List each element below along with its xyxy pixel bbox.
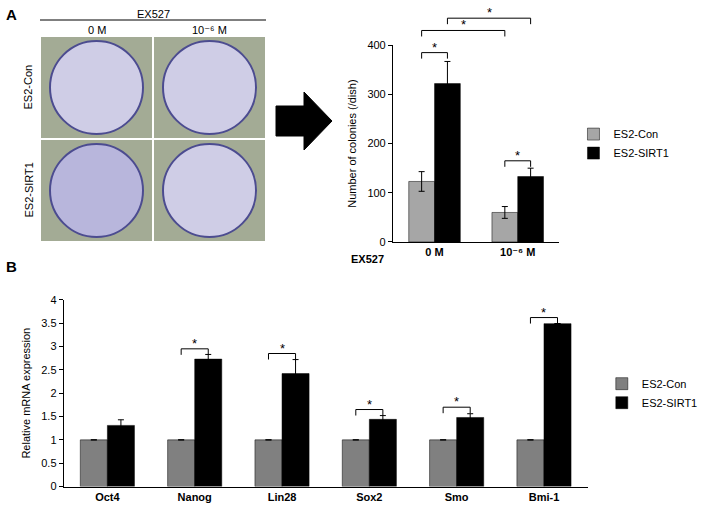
svg-text:EX527: EX527 xyxy=(137,8,170,20)
svg-text:3: 3 xyxy=(50,340,56,352)
svg-text:0 M: 0 M xyxy=(88,24,106,36)
svg-text:Bmi-1: Bmi-1 xyxy=(529,491,560,503)
svg-text:Smo: Smo xyxy=(445,491,469,503)
svg-text:Oct4: Oct4 xyxy=(95,491,120,503)
svg-text:*: * xyxy=(541,305,546,320)
svg-text:1: 1 xyxy=(50,434,56,446)
svg-text:0 M: 0 M xyxy=(425,246,443,258)
svg-text:*: * xyxy=(432,40,437,55)
svg-text:1.5: 1.5 xyxy=(41,410,56,422)
svg-text:2: 2 xyxy=(50,387,56,399)
svg-text:*: * xyxy=(454,394,459,409)
svg-text:10⁻⁶ M: 10⁻⁶ M xyxy=(500,246,535,258)
svg-text:ES2-SIRT1: ES2-SIRT1 xyxy=(642,397,697,409)
svg-text:Nanog: Nanog xyxy=(178,491,212,503)
svg-text:4: 4 xyxy=(50,294,56,306)
svg-text:0.5: 0.5 xyxy=(41,457,56,469)
svg-text:ES2-SIRT1: ES2-SIRT1 xyxy=(613,147,668,159)
svg-text:*: * xyxy=(280,341,285,356)
svg-text:300: 300 xyxy=(367,88,385,100)
svg-text:B: B xyxy=(6,258,17,275)
svg-text:Sox2: Sox2 xyxy=(356,491,382,503)
svg-text:*: * xyxy=(192,336,197,351)
svg-text:100: 100 xyxy=(367,187,385,199)
svg-text:*: * xyxy=(487,5,492,20)
svg-text:ES2-SIRT1: ES2-SIRT1 xyxy=(23,162,35,217)
svg-text:3.5: 3.5 xyxy=(41,317,56,329)
svg-text:Relative mRNA expression: Relative mRNA expression xyxy=(20,328,32,459)
svg-text:ES2-Con: ES2-Con xyxy=(22,65,34,110)
svg-text:Lin28: Lin28 xyxy=(268,491,297,503)
svg-text:200: 200 xyxy=(367,137,385,149)
svg-text:EX527: EX527 xyxy=(351,253,384,265)
svg-text:A: A xyxy=(6,6,17,23)
svg-text:*: * xyxy=(367,397,372,412)
svg-text:10⁻⁶ M: 10⁻⁶ M xyxy=(192,24,227,36)
svg-text:400: 400 xyxy=(367,39,385,51)
svg-text:*: * xyxy=(461,17,466,32)
svg-text:ES2-Con: ES2-Con xyxy=(613,128,658,140)
svg-text:Number of colonies (/dish): Number of colonies (/dish) xyxy=(346,79,358,207)
svg-text:*: * xyxy=(515,148,520,163)
svg-text:0: 0 xyxy=(50,480,56,492)
svg-text:2.5: 2.5 xyxy=(41,364,56,376)
svg-text:ES2-Con: ES2-Con xyxy=(642,378,687,390)
svg-text:0: 0 xyxy=(380,236,386,248)
